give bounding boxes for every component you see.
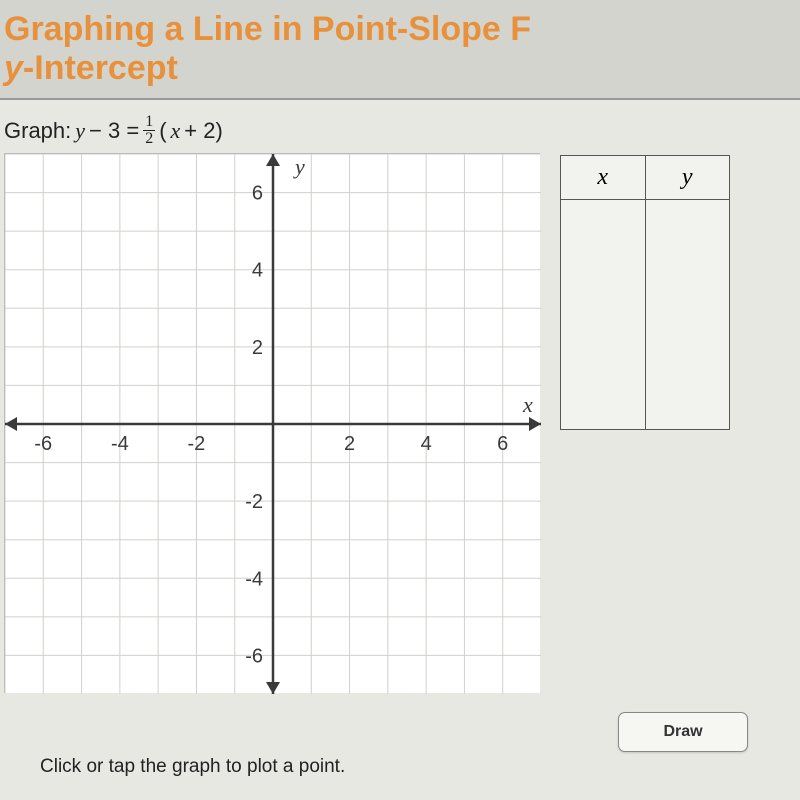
title-y-italic: y — [4, 49, 23, 87]
svg-text:4: 4 — [421, 433, 432, 455]
title-text-1: Graphing a Line in Point-Slope F — [4, 10, 531, 48]
svg-text:-4: -4 — [111, 433, 129, 455]
table-header-x: x — [561, 156, 646, 200]
title-text-2: -Intercept — [23, 49, 178, 87]
equation-x: x — [171, 118, 181, 144]
equation-minus3: − 3 = — [89, 118, 139, 144]
draw-button[interactable]: Draw — [618, 712, 748, 752]
svg-text:-4: -4 — [245, 568, 263, 590]
equation-open: ( — [159, 118, 166, 144]
fraction-denominator: 2 — [143, 131, 155, 147]
svg-text:2: 2 — [344, 433, 355, 455]
content-area: Graph: y − 3 = 1 2 ( x + 2) -6 -4 -2 2 4 6 6 4 2… — [0, 100, 800, 800]
lesson-header: Graphing a Line in Point-Slope F y-Inter… — [0, 0, 800, 100]
graph-svg: -6 -4 -2 2 4 6 6 4 2 -2 -4 -6 y x — [5, 154, 541, 694]
equation-plus2: + 2) — [184, 118, 223, 144]
table-header-y: y — [645, 156, 730, 200]
table-cell-y[interactable] — [645, 200, 730, 430]
equation-label: Graph: — [4, 118, 71, 144]
svg-text:-2: -2 — [245, 491, 263, 513]
plot-hint: Click or tap the graph to plot a point. — [40, 756, 345, 778]
svg-text:y: y — [293, 154, 305, 179]
svg-text:x: x — [522, 392, 533, 417]
equation-y: y — [75, 118, 85, 144]
svg-text:-2: -2 — [188, 433, 206, 455]
svg-text:-6: -6 — [34, 433, 52, 455]
svg-text:2: 2 — [252, 337, 263, 359]
title-line-1: Graphing a Line in Point-Slope F — [0, 10, 800, 49]
table-row — [561, 200, 730, 430]
svg-text:6: 6 — [497, 433, 508, 455]
svg-text:6: 6 — [252, 183, 263, 205]
svg-text:4: 4 — [252, 260, 263, 282]
title-line-2: y-Intercept — [0, 49, 800, 88]
xy-table: x y — [560, 155, 730, 430]
svg-text:-6: -6 — [245, 645, 263, 667]
fraction-numerator: 1 — [143, 114, 155, 131]
main-row: -6-4-2246642-2-4-6yx x y — [4, 153, 800, 693]
table-cell-x[interactable] — [561, 200, 646, 430]
fraction-half: 1 2 — [143, 114, 155, 147]
equation-prompt: Graph: y − 3 = 1 2 ( x + 2) — [4, 114, 800, 147]
coordinate-graph[interactable]: -6 -4 -2 2 4 6 6 4 2 -2 -4 -6 y x — [4, 153, 540, 693]
